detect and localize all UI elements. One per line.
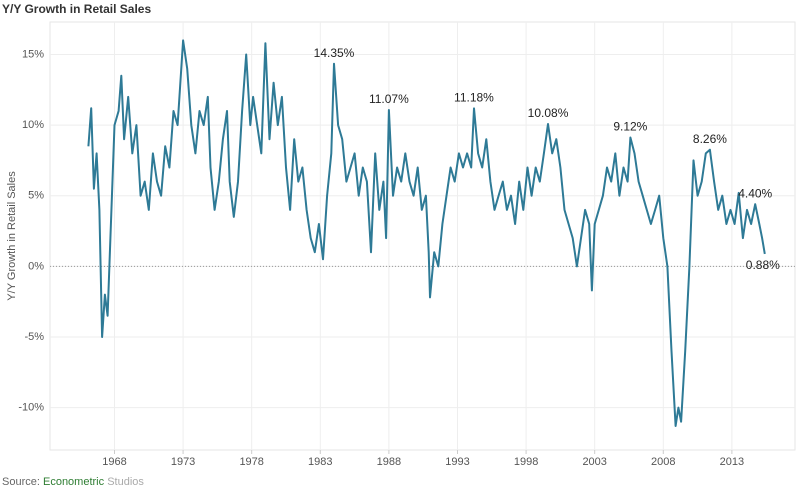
y-tick-label: -5% <box>24 331 44 343</box>
source-name: Econometric <box>43 476 105 488</box>
annotation: 8.26% <box>693 132 727 146</box>
x-tick-label: 1983 <box>308 456 332 468</box>
y-tick-label: -10% <box>18 402 44 414</box>
x-tick-label: 1988 <box>377 456 401 468</box>
annotation: 9.12% <box>613 120 647 134</box>
source: Source: Econometric Studios <box>2 476 144 488</box>
annotation: 0.88% <box>746 258 780 272</box>
x-tick-label: 2003 <box>582 456 606 468</box>
x-tick-label: 1968 <box>102 456 126 468</box>
x-tick-label: 2008 <box>651 456 675 468</box>
chart-title: Y/Y Growth in Retail Sales <box>2 2 151 16</box>
source-name: Studios <box>107 476 144 488</box>
x-tick-label: 1973 <box>171 456 195 468</box>
x-tick-label: 1993 <box>445 456 469 468</box>
source-prefix: Source: <box>2 476 40 488</box>
annotation: 4.40% <box>738 186 772 200</box>
annotation: 11.18% <box>454 91 494 105</box>
x-tick-label: 1998 <box>514 456 538 468</box>
y-tick-label: 10% <box>22 119 44 131</box>
x-tick-label: 1978 <box>239 456 263 468</box>
y-tick-label: 5% <box>28 190 44 202</box>
plot-area <box>49 21 796 451</box>
annotation: 10.08% <box>528 106 569 120</box>
y-tick-label: 0% <box>28 260 44 272</box>
annotation: 11.07% <box>369 92 409 106</box>
line <box>87 39 766 427</box>
y-axis-label: Y/Y Growth in Retail Sales <box>6 171 18 301</box>
x-tick-label: 2013 <box>720 456 744 468</box>
annotation: 14.35% <box>314 46 355 60</box>
y-tick-label: 15% <box>22 48 44 60</box>
